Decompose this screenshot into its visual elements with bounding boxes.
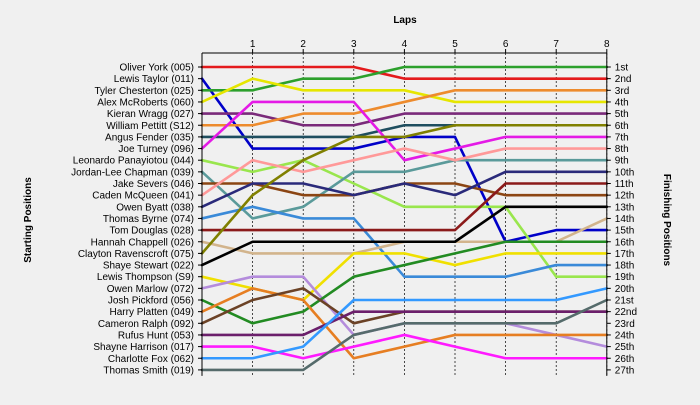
finish-label: 5th: [615, 109, 629, 120]
start-label: Jordan-Lee Chapman (039): [71, 167, 194, 178]
start-label: Owen Byatt (038): [116, 202, 194, 213]
finish-label: 19th: [615, 272, 634, 283]
right-axis-title: Finishing Positions: [661, 174, 672, 267]
start-label: Leonardo Panayiotou (044): [73, 156, 194, 167]
series-line: [200, 147, 609, 197]
start-label: Josh Pickford (056): [108, 296, 194, 307]
starting-position-labels: Oliver York (005)Lewis Taylor (011)Tyler…: [71, 63, 194, 377]
series-line: [200, 240, 609, 325]
finish-label: 20th: [615, 284, 634, 295]
finish-label: 17th: [615, 249, 634, 260]
series-line: [200, 287, 609, 360]
series-line: [200, 158, 609, 220]
finish-label: 15th: [615, 226, 634, 237]
start-label: Lewis Thompson (S9): [97, 272, 194, 283]
x-axis-title: Laps: [393, 15, 417, 26]
finish-label: 7th: [615, 132, 629, 143]
finish-label: 1st: [615, 63, 629, 74]
finish-label: 25th: [615, 342, 634, 353]
start-label: Clayton Ravenscroft (075): [78, 249, 194, 260]
series-line: [200, 310, 609, 337]
series-line: [200, 65, 609, 80]
finish-label: 3rd: [615, 86, 629, 97]
x-tick-label: 4: [402, 39, 408, 50]
finish-label: 2nd: [615, 74, 632, 85]
series-line: [200, 182, 609, 232]
start-label: Rufus Hunt (053): [118, 330, 194, 341]
series-line: [200, 298, 609, 372]
left-axis-title: Starting Positions: [23, 177, 34, 263]
start-label: Hannah Chappell (026): [91, 237, 194, 248]
finish-label: 22nd: [615, 307, 637, 318]
x-tick-label: 8: [604, 39, 610, 50]
series-line: [200, 123, 609, 255]
finish-label: 24th: [615, 330, 634, 341]
finish-label: 4th: [615, 97, 629, 108]
start-label: Angus Fender (035): [105, 132, 194, 143]
start-label: Joe Turney (096): [118, 144, 194, 155]
series-line: [200, 65, 609, 92]
start-label: Caden McQueen (041): [92, 191, 194, 202]
finish-label: 27th: [615, 365, 634, 376]
axes: [198, 49, 611, 376]
series-line: [200, 77, 609, 104]
finish-label: 21st: [615, 296, 634, 307]
series-lines: [200, 65, 609, 372]
finish-label: 14th: [615, 214, 634, 225]
series-line: [200, 205, 609, 267]
start-label: William Pettitt (S12): [106, 121, 194, 132]
start-label: Shaye Stewart (022): [103, 261, 194, 272]
x-tick-label: 2: [300, 39, 306, 50]
finish-label: 8th: [615, 144, 629, 155]
start-label: Oliver York (005): [120, 63, 194, 74]
start-label: Harry Platten (049): [110, 307, 194, 318]
series-line: [200, 89, 609, 127]
x-tick-label: 5: [452, 39, 458, 50]
finish-label: 26th: [615, 354, 634, 365]
finish-label: 18th: [615, 261, 634, 272]
finish-label: 13th: [615, 202, 634, 213]
finish-label: 23rd: [615, 319, 635, 330]
finish-label: 6th: [615, 121, 629, 132]
start-label: Owen Marlow (072): [107, 284, 194, 295]
finishing-position-labels: 1st2nd3rd4th5th6th7th8th9th10th11th12th1…: [615, 63, 637, 377]
series-line: [200, 112, 609, 127]
finish-label: 16th: [615, 237, 634, 248]
series-line: [200, 333, 609, 360]
x-tick-label: 3: [351, 39, 357, 50]
start-label: Cameron Ralph (092): [98, 319, 194, 330]
start-label: Tyler Chesterton (025): [95, 86, 195, 97]
x-tick-labels: 1 2 3 4 5 6 7 8: [250, 39, 610, 50]
start-label: Thomas Smith (019): [103, 365, 194, 376]
start-label: Lewis Taylor (011): [114, 74, 194, 85]
series-line: [200, 100, 609, 162]
series-line: [200, 217, 609, 255]
finish-label: 12th: [615, 191, 634, 202]
start-label: Thomas Byrne (074): [103, 214, 194, 225]
start-label: Shayne Harrison (017): [93, 342, 194, 353]
start-label: Jake Severs (046): [113, 179, 194, 190]
finish-label: 9th: [615, 156, 629, 167]
start-label: Tom Douglas (028): [110, 226, 194, 237]
finish-label: 10th: [615, 167, 634, 178]
grid-lines: [252, 53, 608, 376]
x-tick-label: 7: [553, 39, 559, 50]
finish-label: 11th: [615, 179, 634, 190]
series-line: [200, 287, 609, 360]
start-label: Charlotte Fox (062): [108, 354, 194, 365]
start-label: Alex McRoberts (060): [97, 97, 194, 108]
x-tick-label: 1: [250, 39, 256, 50]
start-label: Kieran Wragg (027): [107, 109, 194, 120]
x-tick-label: 6: [503, 39, 509, 50]
series-line: [200, 205, 609, 279]
